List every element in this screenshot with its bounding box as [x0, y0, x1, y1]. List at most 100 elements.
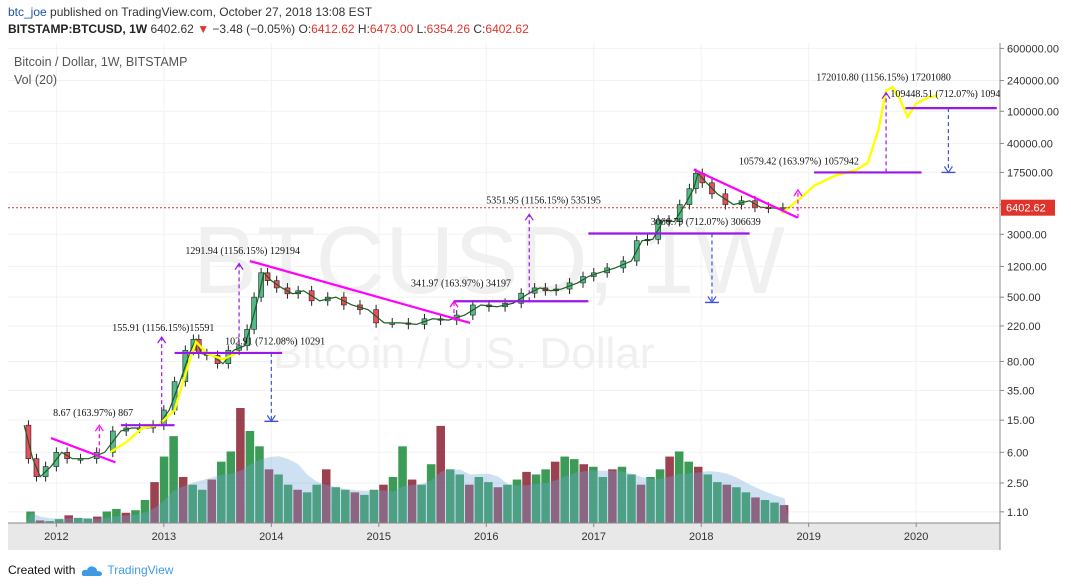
up-arrowhead-0 — [94, 424, 104, 432]
y-tick-label: 35.00 — [1007, 385, 1035, 397]
volume-bar — [512, 479, 522, 523]
volume-bar — [560, 456, 569, 523]
volume-bar — [131, 510, 140, 523]
volume-bar — [64, 515, 73, 523]
volume-bar — [589, 466, 598, 523]
trendline-1 — [249, 259, 471, 324]
volume-bar — [579, 464, 589, 523]
low-value: 6354.26 — [426, 22, 471, 36]
volume-bar — [550, 461, 560, 523]
volume-bar — [665, 456, 674, 523]
volume-bar — [713, 482, 722, 523]
volume-bar — [398, 446, 407, 523]
last-price-tag — [1001, 199, 1055, 216]
tradingview-link[interactable]: TradingView — [107, 563, 174, 577]
low-label: L: — [416, 22, 427, 36]
volume-bar — [388, 477, 398, 523]
volume-bar — [54, 519, 64, 523]
volume-bar — [379, 484, 388, 523]
volume-bar — [274, 474, 283, 523]
volume-ma-area — [26, 456, 790, 523]
volume-bar — [465, 484, 474, 523]
volume-indicator-label: Vol (20) — [14, 73, 57, 87]
drawings-layer: 8.67 (163.97%) 867 155.91 (1156.15%)15591… — [50, 73, 1000, 464]
volume-bar — [503, 484, 512, 523]
y-tick-label: 40000.00 — [1007, 138, 1053, 150]
x-tick-label: 2019 — [796, 531, 820, 543]
volume-bar — [197, 489, 207, 523]
volume-bar — [598, 477, 608, 523]
created-with-text: Created with — [8, 563, 76, 577]
y-tick-label: 17500.00 — [1007, 167, 1053, 179]
watermark-description: Bitcoin / U.S. Dollar — [273, 329, 654, 378]
volume-bar — [674, 451, 684, 523]
target-annotation: 1291.94 (1156.15%) 129194 — [185, 246, 300, 257]
y-tick-label: 3000.00 — [1007, 229, 1047, 241]
volume-bar — [35, 520, 45, 523]
y-tick-label: 15.00 — [1007, 415, 1035, 427]
volume-bar — [169, 436, 178, 523]
volume-bar — [732, 487, 741, 523]
volume-bar — [140, 500, 150, 523]
up-arrowhead-2 — [234, 262, 244, 270]
y-tick-label: 80.00 — [1007, 356, 1035, 368]
volume-bar — [474, 477, 484, 523]
x-tick-label: 2018 — [689, 531, 713, 543]
volume-bar — [112, 508, 121, 523]
volume-bar — [693, 466, 703, 523]
target-annotation: 8.67 (163.97%) 867 — [53, 408, 133, 419]
price-chart[interactable]: BTCUSD, 1W Bitcoin / U.S. Dollar Bitcoin… — [8, 43, 1063, 550]
high-label: H: — [357, 22, 370, 36]
volume-bar — [627, 474, 636, 523]
volume-bar — [102, 511, 112, 523]
volume-bar — [302, 492, 312, 523]
x-tick-label: 2017 — [581, 531, 605, 543]
grid-layer — [8, 43, 1000, 523]
price-change: −3.48 (−0.05%) — [212, 22, 296, 36]
volume-bar — [150, 482, 159, 523]
chart-title: Bitcoin / Dollar, 1W, BITSTAMP — [14, 55, 187, 69]
trendline-2 — [693, 168, 799, 219]
author-link[interactable]: btc_joe — [8, 5, 47, 19]
volume-bar — [264, 469, 274, 523]
volume-bar — [493, 487, 503, 523]
volume-bar — [426, 464, 436, 523]
x-tick-label: 2014 — [259, 531, 283, 543]
target-annotation: 102.91 (712.08%) 10291 — [225, 336, 325, 347]
volume-bar — [293, 489, 302, 523]
target-annotation: 5351.95 (1156.15%) 535195 — [486, 196, 601, 207]
up-arrowhead-4 — [524, 213, 534, 221]
volume-bar — [741, 492, 751, 523]
volume-bar — [541, 469, 550, 523]
volume-bar — [770, 502, 779, 523]
up-arrowhead-3 — [449, 300, 459, 308]
volume-bar — [445, 469, 455, 523]
publish-line: btc_joe published on TradingView.com, Oc… — [8, 5, 372, 19]
volume-bar — [608, 469, 617, 523]
volume-bar — [321, 469, 331, 523]
volume-bar — [283, 484, 293, 523]
target-annotation: 172010.80 (1156.15%) 17201080 — [816, 73, 951, 84]
open-label: O: — [298, 22, 312, 36]
volume-bar — [760, 500, 770, 523]
x-tick-label: 2013 — [152, 531, 176, 543]
high-value: 6473.00 — [369, 22, 414, 36]
y-tick-label: 2.50 — [1007, 478, 1028, 490]
volume-bar — [26, 511, 35, 523]
close-label: C: — [473, 22, 486, 36]
y-tick-label: 500.00 — [1007, 292, 1041, 304]
volume-bar — [83, 518, 93, 523]
tradingview-cloud-icon — [82, 566, 103, 576]
up-arrowhead-5 — [793, 188, 803, 197]
volume-bar — [369, 489, 379, 523]
watermark-layer: BTCUSD, 1W Bitcoin / U.S. Dollar — [193, 207, 785, 378]
volume-bar — [722, 484, 732, 523]
volume-bar — [522, 471, 531, 523]
volume-bar — [331, 487, 341, 523]
volume-bar — [703, 474, 713, 523]
y-tick-label: 220.00 — [1007, 321, 1041, 333]
volume-bar — [255, 446, 264, 523]
volume-bar — [207, 479, 217, 523]
y-tick-label: 1200.00 — [1007, 261, 1047, 273]
watermark-symbol: BTCUSD, 1W — [193, 207, 785, 314]
